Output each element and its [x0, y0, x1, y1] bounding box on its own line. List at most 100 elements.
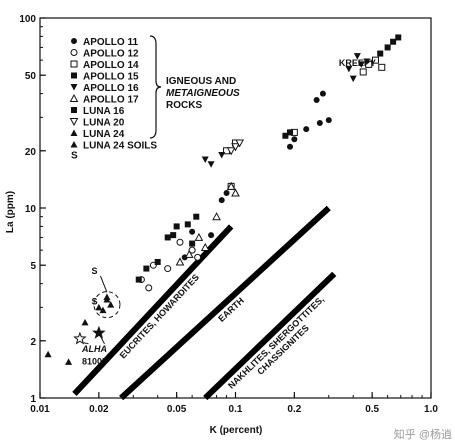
y-tick-label: 100	[19, 14, 36, 25]
legend-bracket	[149, 35, 162, 139]
data-point	[231, 188, 240, 197]
band-line	[203, 271, 337, 401]
annotation: S	[91, 266, 97, 276]
legend-symbol	[70, 84, 78, 91]
legend-label: APOLLO 17	[83, 95, 139, 106]
data-point	[212, 212, 221, 221]
data-point	[395, 34, 402, 41]
legend-symbol	[70, 60, 78, 68]
alha-arrow	[83, 342, 89, 345]
soil-arrow	[100, 275, 108, 293]
legend-sub-label: S	[71, 151, 78, 162]
legend-symbol	[70, 49, 78, 56]
legend-symbol	[71, 38, 77, 44]
data-point	[175, 257, 185, 266]
data-point	[81, 318, 89, 326]
legend-label: LUNA 24 SOILS	[83, 141, 157, 152]
bracket-label: IGNEOUS AND	[166, 76, 236, 87]
data-point	[154, 258, 161, 265]
legend-label: LUNA 20	[83, 118, 125, 129]
data-point	[207, 161, 215, 168]
annotation: 81005	[82, 357, 107, 367]
data-point	[223, 189, 230, 196]
data-point	[303, 126, 310, 133]
data-point	[357, 61, 365, 68]
y-tick-label: 5	[30, 261, 36, 272]
y-tick-label: 10	[25, 204, 37, 215]
data-point	[286, 129, 293, 136]
legend-symbol	[71, 72, 77, 79]
y-tick-label: 20	[25, 147, 37, 158]
y-tick-label: 2	[30, 337, 36, 348]
x-tick-label: 0.05	[167, 404, 187, 415]
data-point	[201, 156, 209, 163]
legend-label: APOLLO 11	[83, 37, 138, 48]
data-point	[99, 306, 107, 314]
data-point	[363, 58, 371, 66]
alha-arrow	[100, 336, 105, 345]
legend-symbol	[69, 93, 79, 102]
axis-ticks: 0.01 0.02 0.05 0.1 0.2 0.5 1.0 1 2 5 10 20 50 100	[19, 14, 438, 415]
data-point	[173, 223, 180, 230]
data-point	[218, 197, 225, 204]
data-point	[65, 358, 73, 365]
annotation: S	[91, 297, 97, 307]
data-point	[226, 181, 236, 190]
data-point	[44, 350, 52, 358]
data-point	[194, 253, 202, 261]
data-point	[349, 75, 357, 83]
legend-label: APOLLO 14	[83, 60, 139, 71]
x-tick-label: 0.5	[365, 404, 379, 415]
y-axis-title: La (ppm)	[5, 191, 16, 233]
legend-symbol	[70, 141, 78, 148]
bracket-label: METAIGNEOUS	[166, 88, 240, 99]
data-point	[194, 232, 204, 241]
data-point	[164, 265, 172, 273]
data-point	[184, 249, 194, 258]
legend-label: LUNA 24	[83, 129, 125, 140]
data-point	[145, 284, 153, 292]
data-point	[189, 228, 196, 235]
y-tick-label: 1	[30, 394, 36, 405]
data-point	[359, 68, 367, 76]
legend-label: APOLLO 12	[83, 49, 139, 60]
data-point	[176, 238, 184, 246]
x-tick-label: 0.01	[30, 404, 50, 415]
data-point	[103, 295, 111, 303]
legend-label: APOLLO 16	[83, 83, 139, 94]
annotations: KREEPY ALHA 81005 S S	[81, 58, 376, 367]
legend-symbol	[69, 118, 79, 127]
data-point	[378, 63, 386, 71]
band-line	[119, 205, 331, 401]
data-point	[107, 301, 115, 308]
band-line	[72, 224, 234, 397]
soil-highlight-circle	[93, 291, 121, 319]
data-point	[235, 139, 244, 148]
annotation: KREEPY	[339, 58, 376, 68]
bracket-label: ROCKS	[166, 100, 202, 111]
data-point	[200, 242, 210, 251]
legend-symbol	[71, 107, 77, 113]
legend-symbol	[70, 129, 78, 136]
data-point	[189, 240, 196, 247]
annotation: ALHA	[81, 344, 107, 354]
data-point	[384, 44, 391, 51]
data-point	[193, 213, 200, 220]
data-point	[325, 117, 332, 124]
x-tick-label: 0.2	[287, 404, 301, 415]
x-tick-label: 0.02	[89, 404, 109, 415]
x-tick-label: 1.0	[424, 404, 438, 415]
data-point	[353, 53, 361, 60]
watermark: 知乎 @杨逍	[394, 427, 452, 441]
legend-label: LUNA 16	[83, 106, 125, 117]
data-point	[208, 232, 215, 239]
data-point	[231, 143, 240, 152]
data-point	[92, 325, 106, 339]
data-point	[95, 303, 103, 311]
data-points	[44, 34, 402, 365]
data-point	[135, 276, 142, 283]
data-point	[377, 50, 384, 57]
data-point	[218, 152, 226, 159]
